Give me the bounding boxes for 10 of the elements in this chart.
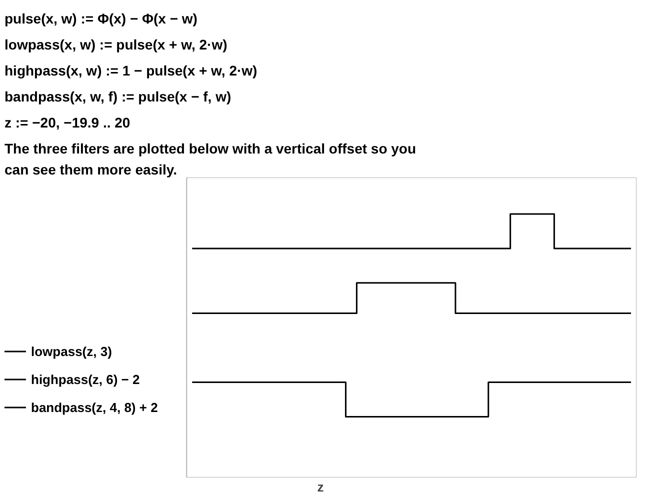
legend-label: lowpass(z, 3) <box>31 344 112 358</box>
legend-label: bandpass(z, 4, 8) + 2 <box>31 400 158 414</box>
x-axis-title: z <box>317 480 324 494</box>
text: highpass(x, w) := 1 − pulse(x + w, 2·w) <box>4 62 258 78</box>
text: The three filters are plotted below with a vertical offset so you can see them more easily. <box>4 140 416 178</box>
text: lowpass(x, w) := pulse(x + w, 2·w) <box>4 36 228 52</box>
text: bandpass(x, w, f) := pulse(x − f, w) <box>4 88 232 104</box>
legend-label: highpass(z, 6) − 2 <box>31 372 140 386</box>
text: z := −20, −19.9 .. 20 <box>4 114 130 130</box>
text: pulse(x, w) := Φ(x) − Φ(x − w) <box>4 10 198 26</box>
